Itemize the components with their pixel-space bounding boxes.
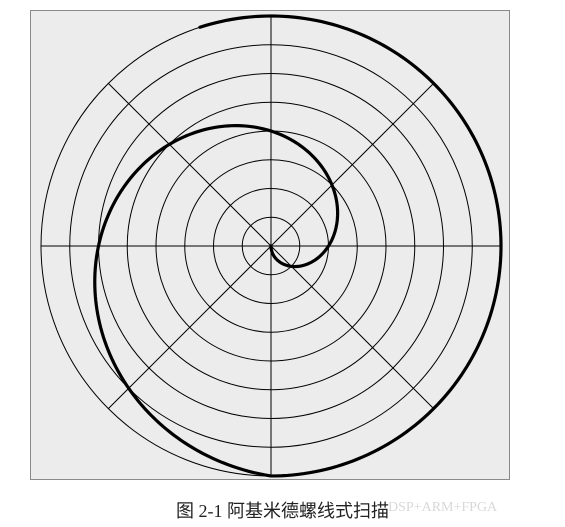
- polar-plot-svg: [31, 11, 511, 481]
- polar-plot: [30, 10, 510, 480]
- figure-caption: 图 2-1 阿基米德螺线式扫描: [0, 497, 565, 523]
- figure-container: DSP+ARM+FPGA 图 2-1 阿基米德螺线式扫描: [0, 0, 565, 527]
